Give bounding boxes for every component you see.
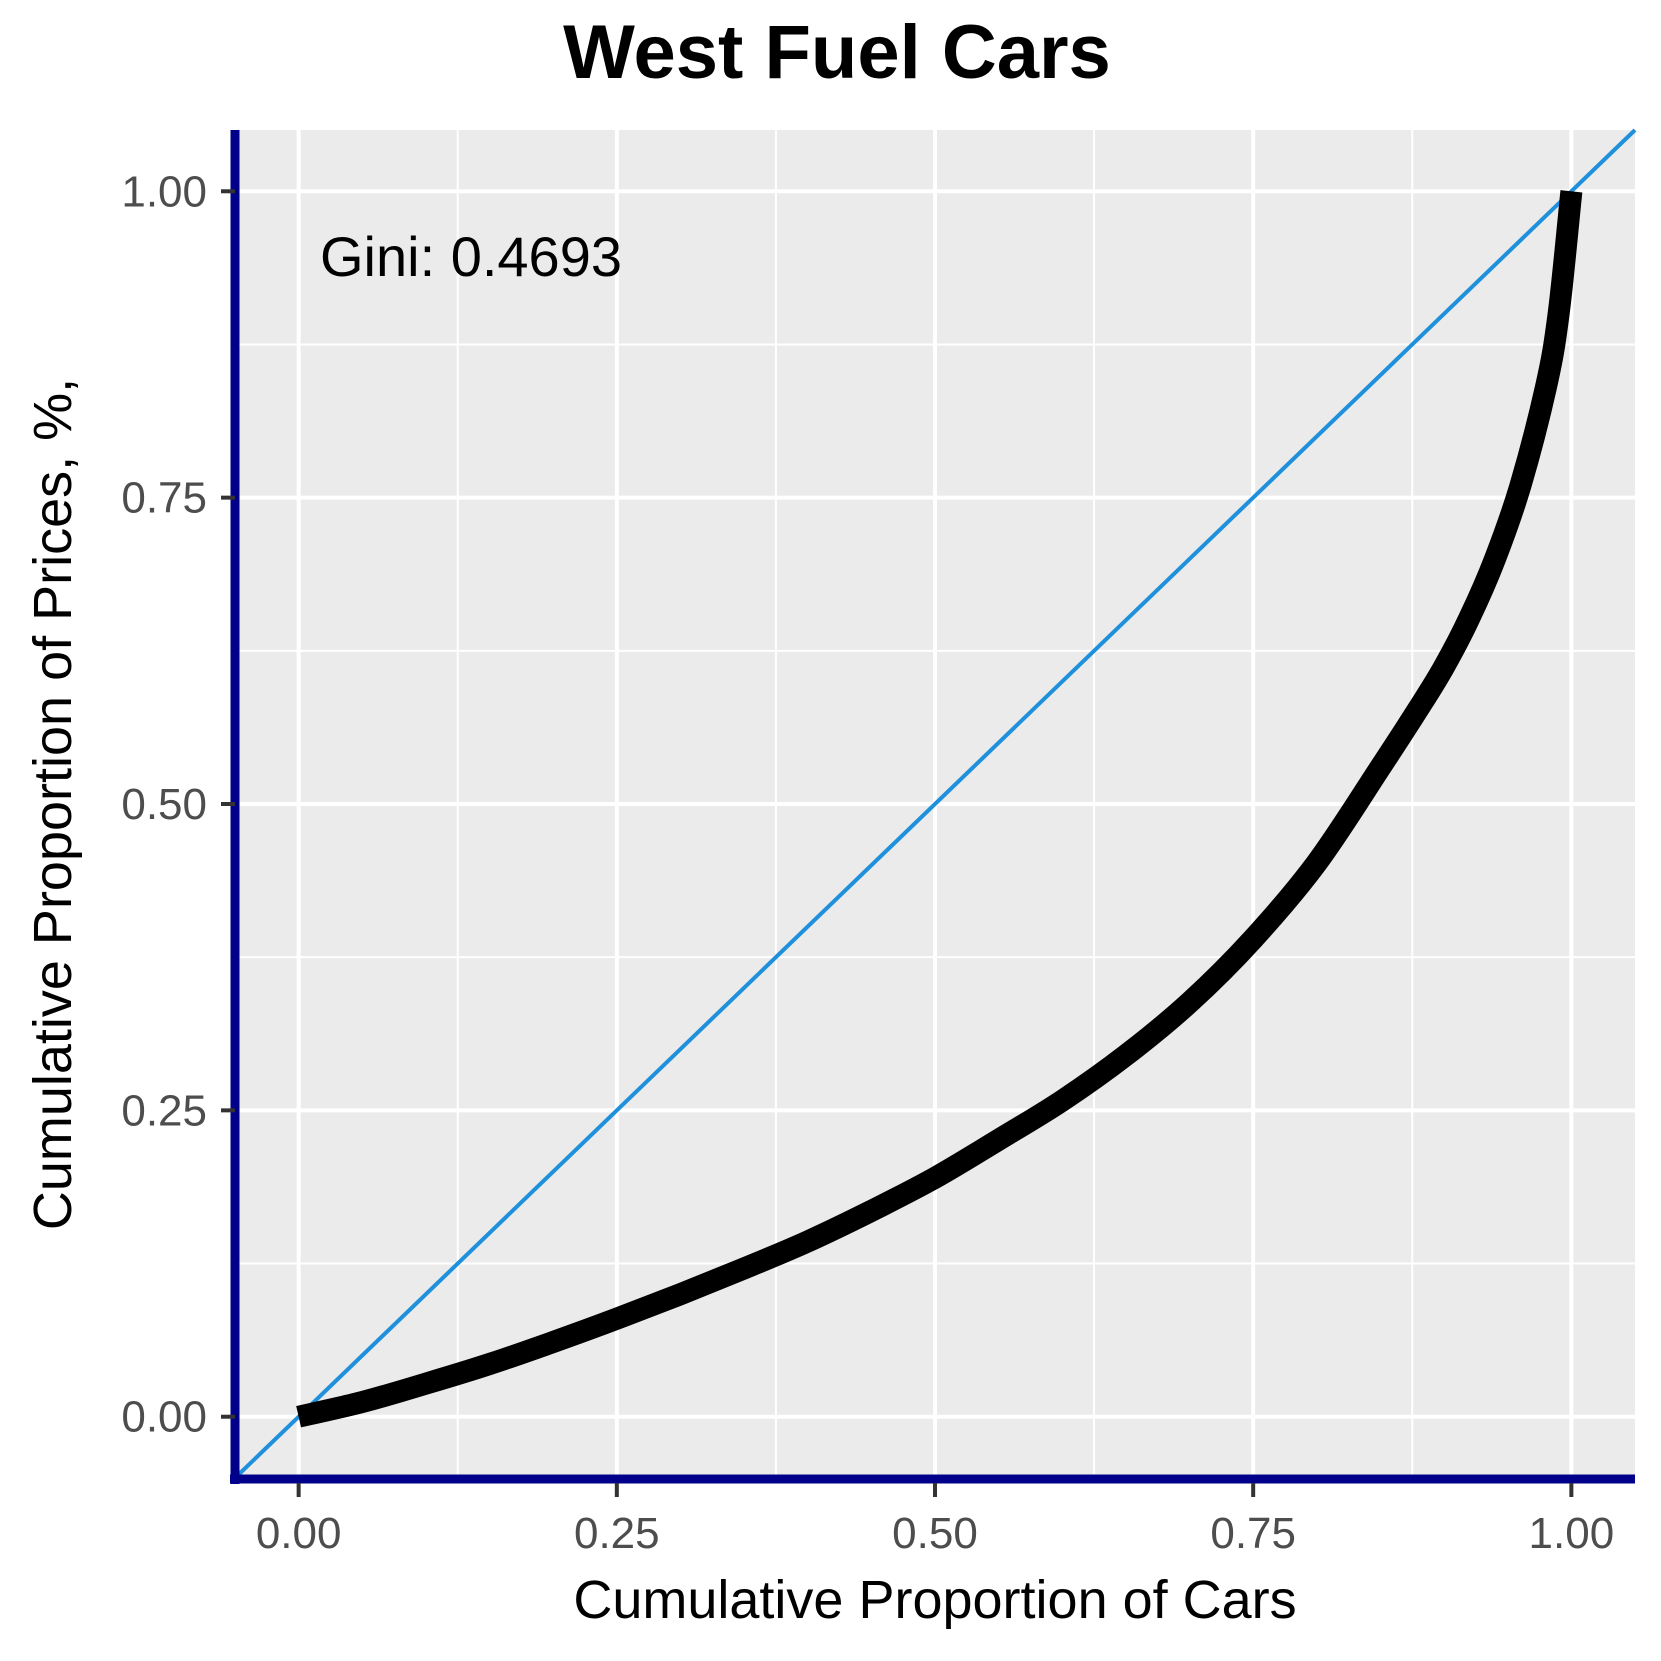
y-tick-label: 0.25	[121, 1086, 207, 1135]
y-tick-label: 0.50	[121, 780, 207, 829]
y-ticks: 0.00 0.25 0.50 0.75 1.00	[121, 167, 235, 1442]
y-tick-label: 0.00	[121, 1393, 207, 1442]
chart-title: West Fuel Cars	[563, 10, 1111, 95]
y-tick-label: 1.00	[121, 167, 207, 216]
x-tick-label: 0.50	[892, 1509, 978, 1558]
x-axis-title: Cumulative Proportion of Cars	[573, 1570, 1296, 1630]
x-tick-label: 0.25	[574, 1509, 660, 1558]
equality-line	[233, 128, 1637, 1480]
y-tick-label: 0.75	[121, 474, 207, 523]
x-ticks: 0.00 0.25 0.50 0.75 1.00	[256, 1483, 1614, 1558]
x-tick-label: 1.00	[1529, 1509, 1615, 1558]
y-axis-title: Cumulative Proportion of Prices, %,	[23, 378, 83, 1230]
gini-annotation: Gini: 0.4693	[320, 225, 622, 288]
x-tick-label: 0.00	[256, 1509, 342, 1558]
x-tick-label: 0.75	[1210, 1509, 1296, 1558]
lorenz-curve	[296, 190, 1583, 1428]
